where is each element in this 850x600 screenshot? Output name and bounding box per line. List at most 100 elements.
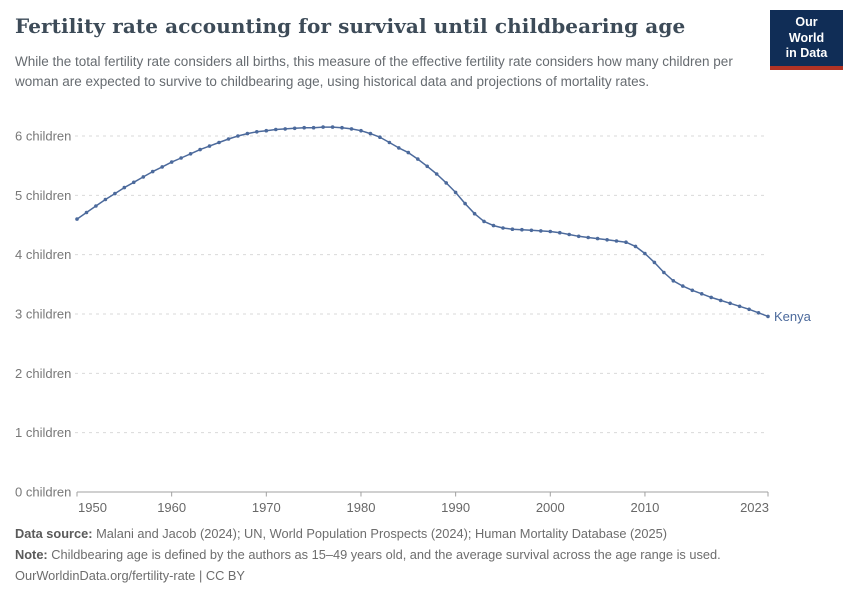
data-point[interactable]: [264, 128, 269, 133]
data-point[interactable]: [368, 131, 373, 136]
data-point[interactable]: [434, 172, 439, 176]
data-point[interactable]: [709, 295, 713, 300]
x-tick-label: 2023: [740, 500, 769, 515]
data-point[interactable]: [378, 135, 382, 139]
data-point[interactable]: [463, 201, 467, 206]
chart-footer: Data source: Malani and Jacob (2024); UN…: [15, 523, 815, 586]
data-point[interactable]: [681, 284, 685, 288]
data-source-line: Data source: Malani and Jacob (2024); UN…: [15, 523, 815, 544]
data-point[interactable]: [387, 140, 392, 145]
data-point[interactable]: [217, 140, 221, 145]
data-source-label: Data source:: [15, 526, 93, 541]
data-point[interactable]: [425, 164, 430, 169]
data-point[interactable]: [539, 229, 543, 233]
data-point[interactable]: [245, 131, 250, 136]
data-point[interactable]: [690, 288, 695, 293]
chart-subtitle: While the total fertility rate considers…: [15, 54, 733, 90]
data-point[interactable]: [321, 125, 325, 129]
data-point[interactable]: [113, 191, 117, 196]
data-point[interactable]: [472, 211, 477, 216]
y-tick-label: 5 children: [15, 188, 71, 203]
owid-logo[interactable]: Our World in Data: [770, 10, 843, 70]
x-tick-label: 2000: [536, 500, 565, 515]
data-point[interactable]: [103, 197, 108, 202]
data-point[interactable]: [188, 152, 193, 156]
data-point[interactable]: [643, 251, 647, 256]
data-point[interactable]: [122, 185, 127, 190]
x-tick-label: 1960: [157, 500, 186, 515]
data-point[interactable]: [311, 125, 316, 130]
x-tick-label: 1980: [347, 500, 376, 515]
owid-logo-line2: in Data: [785, 46, 828, 61]
data-point[interactable]: [699, 292, 704, 296]
note-text: Childbearing age is defined by the autho…: [47, 547, 721, 562]
data-point[interactable]: [169, 160, 174, 164]
data-point[interactable]: [662, 270, 666, 275]
data-point[interactable]: [406, 150, 411, 155]
data-point[interactable]: [302, 125, 307, 130]
data-point[interactable]: [633, 244, 638, 249]
y-tick-label: 3 children: [15, 307, 71, 322]
data-point[interactable]: [737, 304, 742, 309]
data-point[interactable]: [482, 219, 486, 224]
x-tick-label: 1990: [441, 500, 470, 515]
x-tick-label: 2010: [630, 500, 659, 515]
data-point[interactable]: [444, 181, 449, 185]
data-point[interactable]: [747, 307, 751, 312]
data-point[interactable]: [766, 314, 770, 319]
data-point[interactable]: [567, 232, 571, 237]
data-point[interactable]: [605, 238, 609, 242]
data-point[interactable]: [501, 226, 505, 230]
data-point[interactable]: [614, 239, 619, 243]
data-point[interactable]: [94, 204, 98, 208]
chart-title: Fertility rate accounting for survival u…: [15, 14, 686, 38]
data-point[interactable]: [236, 134, 240, 138]
data-point[interactable]: [756, 311, 761, 315]
data-point[interactable]: [510, 227, 515, 231]
data-point[interactable]: [132, 180, 136, 185]
data-point[interactable]: [548, 229, 553, 234]
data-point[interactable]: [349, 127, 354, 131]
data-point[interactable]: [491, 223, 496, 228]
data-point[interactable]: [652, 260, 657, 265]
data-source-text: Malani and Jacob (2024); UN, World Popul…: [92, 526, 668, 541]
permalink-line[interactable]: OurWorldinData.org/fertility-rate | CC B…: [15, 565, 815, 586]
data-point[interactable]: [520, 227, 524, 232]
data-point[interactable]: [254, 130, 259, 134]
data-point[interactable]: [586, 235, 590, 240]
y-tick-label: 0 children: [15, 485, 71, 500]
data-point[interactable]: [529, 228, 534, 233]
data-point[interactable]: [330, 125, 335, 129]
data-point[interactable]: [141, 175, 146, 179]
data-point[interactable]: [274, 127, 278, 132]
data-point[interactable]: [226, 137, 231, 141]
series-end-label[interactable]: Kenya: [774, 309, 812, 324]
data-point[interactable]: [207, 144, 212, 148]
data-point[interactable]: [671, 279, 676, 283]
data-point[interactable]: [340, 125, 344, 130]
data-point[interactable]: [397, 146, 401, 150]
data-point[interactable]: [416, 157, 420, 161]
data-point[interactable]: [75, 217, 79, 221]
data-point[interactable]: [558, 230, 562, 235]
data-point[interactable]: [150, 169, 155, 174]
data-point[interactable]: [453, 190, 458, 195]
owid-logo-line1: Our World: [788, 15, 825, 45]
data-point[interactable]: [624, 240, 628, 244]
data-point[interactable]: [198, 147, 202, 152]
data-point[interactable]: [84, 210, 89, 215]
y-tick-label: 4 children: [15, 247, 71, 262]
data-point[interactable]: [283, 127, 288, 131]
data-point[interactable]: [595, 236, 600, 241]
data-point[interactable]: [728, 301, 732, 306]
data-point[interactable]: [179, 156, 183, 160]
data-point[interactable]: [160, 165, 164, 169]
data-point[interactable]: [359, 128, 363, 133]
series-line[interactable]: [76, 126, 769, 318]
data-point[interactable]: [718, 298, 723, 303]
data-point[interactable]: [292, 126, 297, 131]
data-point[interactable]: [576, 234, 581, 239]
note-label: Note:: [15, 547, 48, 562]
